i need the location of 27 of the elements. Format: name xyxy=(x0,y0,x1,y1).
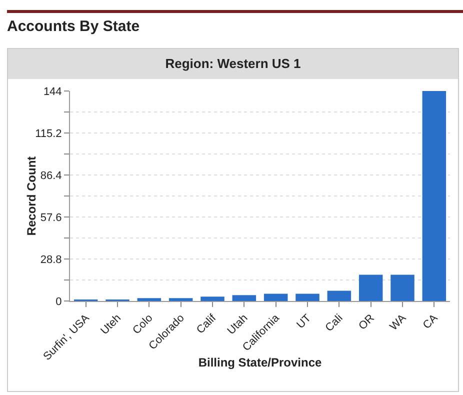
bar xyxy=(358,274,383,301)
x-tick-label: CA xyxy=(420,312,441,332)
x-tick-label: WA xyxy=(388,312,409,333)
x-tick-label: UT xyxy=(294,312,314,332)
y-tick-label: 144 xyxy=(43,86,62,98)
x-axis-title: Billing State/Province xyxy=(198,356,322,370)
x-tick-label: Uteh xyxy=(98,312,124,338)
chart-subtitle: Region: Western US 1 xyxy=(8,49,458,79)
x-tick-label: Cali xyxy=(323,312,346,334)
y-tick-label: 86.4 xyxy=(40,170,62,182)
y-tick-label: 0 xyxy=(56,296,62,308)
x-tick-label: OR xyxy=(356,312,377,332)
bar xyxy=(200,296,224,301)
y-axis-title: Record Count xyxy=(24,156,38,236)
y-tick-label: 57.6 xyxy=(40,212,62,224)
x-tick-label: Colo xyxy=(130,312,156,337)
bar xyxy=(137,298,162,301)
bar xyxy=(296,294,320,301)
y-tick-label: 28.8 xyxy=(40,254,62,266)
bar xyxy=(390,274,414,301)
bar xyxy=(327,290,352,301)
bar xyxy=(264,294,288,301)
bar xyxy=(422,91,446,301)
bar xyxy=(168,298,193,301)
y-tick-label: 115.2 xyxy=(35,128,62,140)
bar xyxy=(232,295,256,301)
chart-title: Accounts By State xyxy=(7,18,140,35)
